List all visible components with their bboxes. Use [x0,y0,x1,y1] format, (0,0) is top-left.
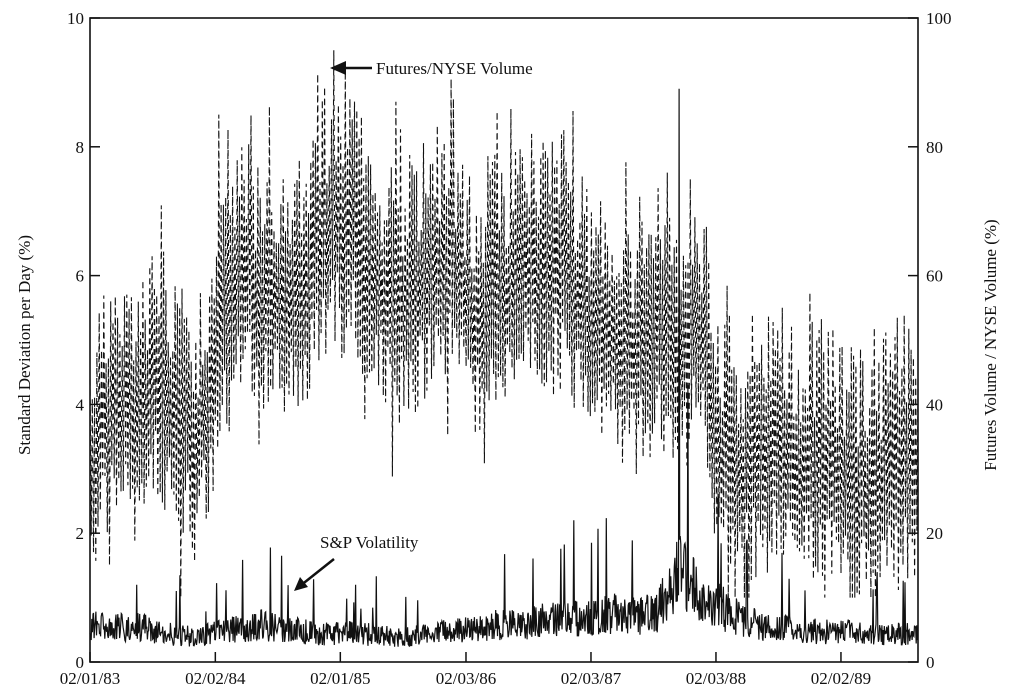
sp-volatility-line [89,88,919,648]
x-tick-label: 02/02/84 [185,669,246,688]
right-axis-title: Futures Volume / NYSE Volume (%) [981,219,1000,470]
futures-volume-series [89,50,919,598]
left-tick-label: 10 [67,9,84,28]
x-tick-label: 02/01/85 [310,669,370,688]
plot-area-border [89,17,919,663]
x-tick-label: 02/01/83 [60,669,120,688]
left-tick-label: 2 [76,524,85,543]
x-tick-label: 02/03/88 [686,669,746,688]
x-tick-label: 02/02/89 [811,669,871,688]
right-tick-label: 60 [926,267,943,286]
plot-frame [89,17,919,663]
x-axis-ticks: 02/01/83 02/02/84 02/01/85 02/03/86 02/03/87… [60,652,871,688]
annotation-arrowhead [330,61,346,75]
futures-volume-line [89,50,919,598]
left-tick-label: 4 [76,395,85,414]
left-tick-label: 0 [76,653,85,672]
x-tick-label: 02/03/87 [561,669,622,688]
left-axis-ticks: 0 2 4 6 8 10 [67,9,100,672]
right-tick-label: 0 [926,653,935,672]
right-tick-label: 80 [926,138,943,157]
annotation-arrow-line [299,558,335,587]
annotation-label: Futures/NYSE Volume [376,59,533,78]
right-tick-label: 20 [926,524,943,543]
annotation-sp-volatility: S&P Volatility [294,533,419,591]
x-tick-label: 02/03/86 [436,669,496,688]
left-tick-label: 8 [76,138,85,157]
left-tick-label: 6 [76,267,85,286]
right-tick-label: 100 [926,9,952,28]
right-tick-label: 40 [926,395,943,414]
annotation-label: S&P Volatility [320,533,419,552]
right-axis-ticks: 0 20 40 60 80 100 [908,9,952,672]
left-axis-title: Standard Deviation per Day (%) [15,235,34,455]
annotation-futures-volume: Futures/NYSE Volume [330,59,533,78]
annotation-arrowhead [294,577,308,591]
sp-volatility-series [89,88,919,648]
